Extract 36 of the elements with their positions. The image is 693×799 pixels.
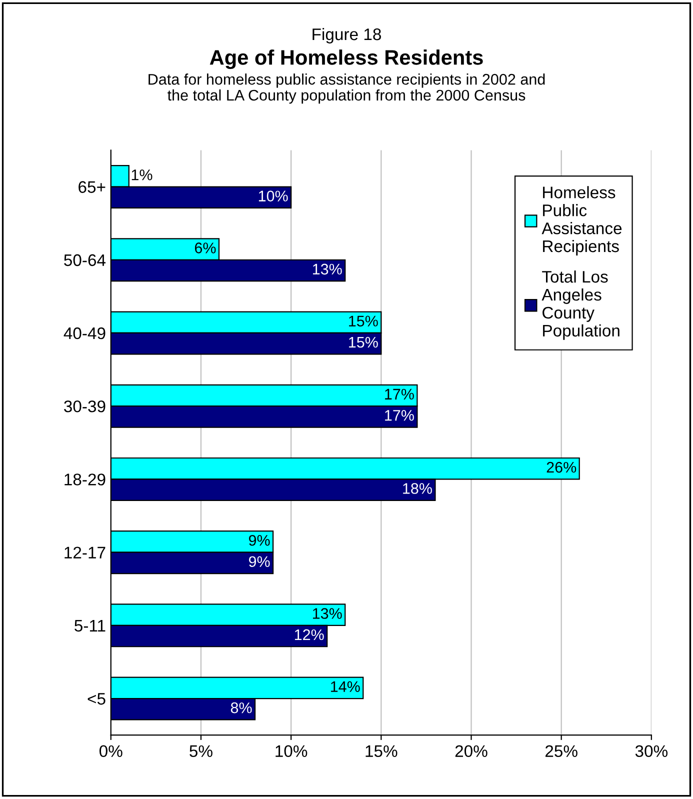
data-label: 1% [132,170,152,180]
x-tick-label: 25% [545,745,578,758]
data-label: 9% [248,534,270,546]
data-label: 12% [294,629,324,640]
data-label: 10% [258,190,288,202]
y-tick-label: 12-17 [64,546,106,558]
data-label: 15% [349,336,378,348]
x-tick-label: 20% [455,745,488,758]
x-tick-label: 10% [276,745,308,758]
data-label: 17% [385,410,414,421]
data-label: 13% [313,608,342,619]
chart-title: Age of Homeless Residents [210,50,483,70]
y-tick-label: 18-29 [64,474,106,486]
y-tick-label: 40-49 [64,327,106,340]
data-label: 14% [331,681,360,692]
data-label: 6% [194,242,216,254]
legend-label: Homeless Public Assistance Recipients [542,186,622,256]
data-label: 17% [385,388,414,400]
caption: Figure 18 [312,28,381,44]
x-tick-label: 5% [190,745,212,758]
y-tick-label: 65+ [78,181,106,193]
data-label: 26% [546,462,576,473]
legend-label: Total Los Angeles County Population [542,270,620,340]
data-label: 8% [230,702,252,714]
y-tick-label: 50-64 [64,254,106,266]
x-tick-label: 15% [366,745,398,758]
x-tick-label: 30% [635,745,668,758]
data-label: 13% [313,264,342,275]
y-tick-label: 5-11 [74,620,106,632]
data-label: 9% [248,556,270,568]
y-tick-label: 30-39 [64,400,106,412]
data-label: 18% [403,483,432,494]
data-label: 15% [349,316,378,326]
x-tick-label: 0% [99,745,122,758]
y-tick-label: <5 [88,693,106,705]
chart-subtitle: Data for homeless public assistance recipients in 2002 and the total LA County population from the 2000 Census [148,74,545,104]
